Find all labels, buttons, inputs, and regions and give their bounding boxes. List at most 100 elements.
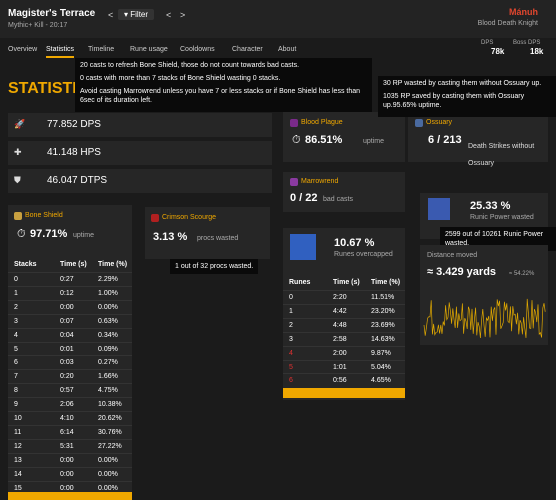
panel bbox=[283, 112, 405, 162]
table-cell: 4:10 bbox=[60, 415, 74, 422]
table-cell: 1 bbox=[14, 289, 18, 297]
table-row: 1 4:42 23.20% bbox=[283, 303, 405, 319]
table-cell: 4 bbox=[289, 349, 293, 357]
table-cell: 1.00% bbox=[98, 289, 118, 297]
table-cell: 14 bbox=[14, 470, 22, 478]
tooltip-line: 1035 RP saved by casting them with Ossua… bbox=[383, 93, 525, 109]
tab[interactable]: Timeline bbox=[88, 46, 115, 53]
table-row: 6 0:56 4.65% bbox=[283, 373, 405, 388]
panel-unit: procs wasted bbox=[197, 235, 239, 242]
column-header: Time (s) bbox=[60, 261, 87, 268]
summary-value: 77.852 DPS bbox=[47, 119, 101, 130]
table-cell: 0.00% bbox=[98, 484, 118, 492]
column-header: Time (%) bbox=[98, 261, 128, 268]
expand-button[interactable] bbox=[8, 492, 132, 500]
table-row: 15 0:00 0.00% bbox=[8, 480, 132, 496]
table-cell: 4 bbox=[14, 331, 18, 339]
tab[interactable]: Rune usage bbox=[130, 46, 168, 53]
table-cell: 27.22% bbox=[98, 442, 122, 450]
table-cell: 3 bbox=[14, 317, 18, 325]
table-cell: 5 bbox=[14, 345, 18, 353]
icon bbox=[290, 234, 316, 260]
icon bbox=[14, 212, 22, 220]
prev-button[interactable]: < bbox=[166, 10, 172, 20]
stat-label: DPS bbox=[481, 40, 494, 46]
player-name: Mánuh bbox=[509, 7, 538, 17]
table-cell: 4:48 bbox=[333, 321, 347, 329]
table-cell: 15 bbox=[14, 484, 22, 492]
icon bbox=[415, 119, 423, 127]
table-row: 3 0:07 0.63% bbox=[8, 313, 132, 329]
table-row: 0 2:20 11.51% bbox=[283, 290, 405, 305]
table-cell: 5.04% bbox=[371, 363, 391, 371]
table-cell: 20.62% bbox=[98, 415, 122, 422]
column-header: Stacks bbox=[14, 261, 37, 268]
tooltip: 30 RP wasted by casting them without Oss… bbox=[378, 76, 556, 117]
table-cell: 9.87% bbox=[371, 349, 391, 357]
panel-unit: bad casts bbox=[323, 196, 353, 203]
tooltip: 20 casts to refresh Bone Shield, those d… bbox=[75, 58, 372, 112]
table-cell: 0:00 bbox=[60, 456, 74, 464]
panel-title: Marrowrend bbox=[301, 178, 339, 185]
tab[interactable]: Cooldowns bbox=[180, 46, 215, 53]
table-cell: 14.63% bbox=[371, 335, 395, 343]
panel-unit: Death Strikes without Ossuary bbox=[468, 143, 535, 167]
table-cell: 0:56 bbox=[333, 377, 347, 385]
tab[interactable]: Character bbox=[232, 46, 263, 53]
table-cell: 0:03 bbox=[60, 359, 74, 367]
icon: ⏱ bbox=[292, 134, 301, 146]
panel-unit: Runic Power wasted bbox=[470, 214, 534, 221]
table-cell: 10 bbox=[14, 415, 22, 422]
subtitle: Mythic+ Kill - 20:17 bbox=[8, 22, 68, 29]
tab[interactable]: Statistics bbox=[46, 46, 75, 58]
table: Runes Time (s) Time (%) 0 2:20 11.51% 1 4:42 23.… bbox=[283, 276, 405, 388]
table-cell: 4.65% bbox=[371, 377, 391, 385]
filter-button[interactable]: ▾ Filter bbox=[118, 9, 155, 20]
summary-row bbox=[8, 169, 272, 193]
table-row: 7 0:20 1.66% bbox=[8, 369, 132, 384]
table-row: 12 5:31 27.22% bbox=[8, 438, 132, 454]
table: Stacks Time (s) Time (%) 0 0:27 2.29% 1 0:12 1.0… bbox=[8, 258, 132, 492]
back-button[interactable]: < bbox=[108, 10, 114, 20]
next-button[interactable]: > bbox=[180, 10, 186, 20]
table-row: 10 4:10 20.62% bbox=[8, 411, 132, 426]
table-row: 5 0:01 0.09% bbox=[8, 341, 132, 357]
table-cell: 6 bbox=[289, 377, 293, 385]
icon: ⏱ bbox=[17, 228, 26, 240]
table-cell: 11 bbox=[14, 428, 22, 436]
table-cell: 0:07 bbox=[60, 317, 74, 325]
table-cell: 23.20% bbox=[371, 307, 395, 315]
tooltip: 1 out of 32 procs wasted. bbox=[170, 259, 259, 274]
panel-unit: uptime bbox=[73, 232, 95, 239]
table-cell: 5:31 bbox=[60, 442, 74, 450]
table-row: 3 2:58 14.63% bbox=[283, 331, 405, 347]
column-header: Time (%) bbox=[371, 279, 401, 286]
table-cell: 2:00 bbox=[333, 349, 347, 357]
summary-value: 41.148 HPS bbox=[47, 147, 101, 158]
stat-value: 78k bbox=[491, 47, 505, 56]
column-header: Runes bbox=[289, 279, 311, 286]
panel-title: Ossuary bbox=[426, 119, 453, 126]
panel-unit: Runes overcapped bbox=[334, 251, 393, 258]
filter-label[interactable]: Filter bbox=[130, 10, 149, 19]
expand-button[interactable] bbox=[283, 388, 405, 398]
panel-value: 25.33 % bbox=[470, 200, 511, 212]
panel-value: 6 / 213 bbox=[428, 134, 462, 146]
panel-title: Blood Plague bbox=[301, 119, 343, 126]
panel-value: ≈ 3.429 yards bbox=[427, 266, 497, 278]
table-row: 11 6:14 30.76% bbox=[8, 424, 132, 440]
table-cell: 0:20 bbox=[60, 373, 74, 381]
table-cell: 1:01 bbox=[333, 363, 347, 371]
table-cell: 2 bbox=[14, 303, 18, 311]
tab[interactable]: Overview bbox=[8, 46, 38, 53]
table-row: 8 0:57 4.75% bbox=[8, 383, 132, 398]
tab[interactable]: About bbox=[278, 46, 297, 53]
table-cell: 30.76% bbox=[98, 428, 122, 436]
icon: 🚀 bbox=[14, 119, 26, 129]
panel bbox=[283, 172, 405, 212]
table-row: 0 0:27 2.29% bbox=[8, 272, 132, 287]
icon bbox=[290, 178, 298, 186]
table-cell: 0:00 bbox=[60, 470, 74, 478]
table-row: 13 0:00 0.00% bbox=[8, 452, 132, 468]
